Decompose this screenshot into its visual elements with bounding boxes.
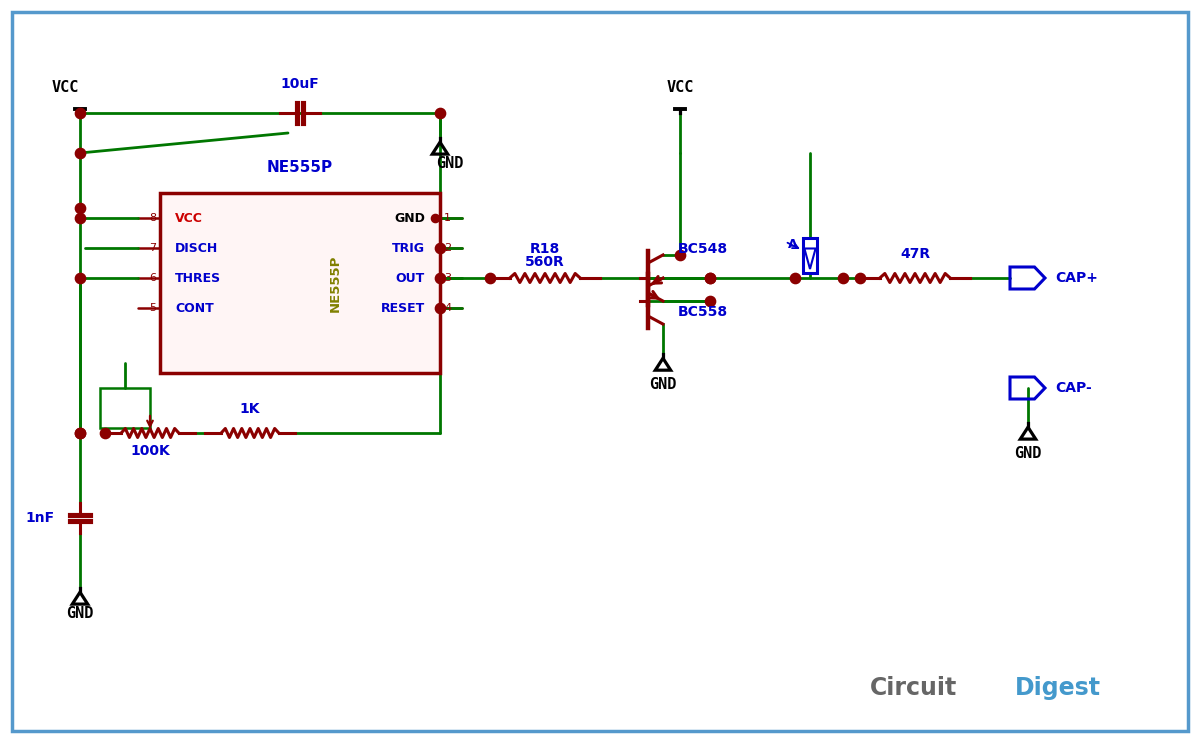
Text: 5: 5 — [149, 303, 156, 313]
Point — [96, 427, 115, 439]
Text: GND: GND — [437, 156, 463, 171]
Point — [833, 272, 852, 284]
Text: 1: 1 — [444, 213, 451, 223]
Text: BC548: BC548 — [678, 242, 728, 256]
Text: 1nF: 1nF — [25, 511, 54, 525]
Text: 2: 2 — [444, 243, 451, 253]
Text: 10uF: 10uF — [281, 77, 319, 91]
Text: GND: GND — [66, 606, 94, 621]
Text: 7: 7 — [149, 243, 156, 253]
Point — [431, 302, 450, 314]
Point — [431, 272, 450, 284]
Bar — [100, 388, 150, 428]
Text: VCC: VCC — [52, 80, 79, 95]
Bar — [160, 193, 440, 373]
Point — [71, 107, 90, 119]
Point — [851, 272, 870, 284]
Text: CAP+: CAP+ — [1055, 271, 1098, 285]
Text: VCC: VCC — [666, 80, 694, 95]
Text: R18: R18 — [530, 242, 560, 256]
Point — [701, 272, 720, 284]
Text: GND: GND — [394, 212, 425, 224]
Text: GND: GND — [1014, 446, 1042, 461]
Point — [701, 272, 720, 284]
Point — [671, 249, 690, 261]
Bar — [803, 238, 817, 273]
Point — [431, 242, 450, 254]
Text: NE555P: NE555P — [266, 160, 334, 175]
Text: Digest: Digest — [1015, 676, 1102, 700]
Text: CAP-: CAP- — [1055, 381, 1092, 395]
Point — [426, 212, 445, 224]
Text: CONT: CONT — [175, 302, 214, 314]
Text: THRES: THRES — [175, 271, 221, 285]
Point — [71, 272, 90, 284]
Text: 47R: 47R — [900, 247, 930, 261]
Point — [480, 272, 499, 284]
Text: Circuit: Circuit — [870, 676, 958, 700]
Point — [71, 212, 90, 224]
Text: TRIG: TRIG — [392, 241, 425, 255]
Text: DISCH: DISCH — [175, 241, 218, 255]
Point — [71, 147, 90, 159]
Text: 100K: 100K — [130, 444, 170, 458]
Text: OUT: OUT — [396, 271, 425, 285]
Point — [71, 427, 90, 439]
Text: 6: 6 — [149, 273, 156, 283]
Point — [786, 272, 805, 284]
Text: VCC: VCC — [175, 212, 203, 224]
Text: 3: 3 — [444, 273, 451, 283]
Point — [71, 202, 90, 214]
Text: 1K: 1K — [240, 402, 260, 416]
Text: NE555P: NE555P — [329, 254, 342, 311]
Text: 4: 4 — [444, 303, 451, 313]
Text: 560R: 560R — [526, 255, 565, 269]
Point — [71, 427, 90, 439]
Text: BC558: BC558 — [678, 305, 728, 319]
Point — [701, 295, 720, 307]
Text: A: A — [788, 239, 798, 251]
Point — [431, 107, 450, 119]
Text: GND: GND — [649, 377, 677, 392]
Text: RESET: RESET — [380, 302, 425, 314]
Text: 8: 8 — [149, 213, 156, 223]
